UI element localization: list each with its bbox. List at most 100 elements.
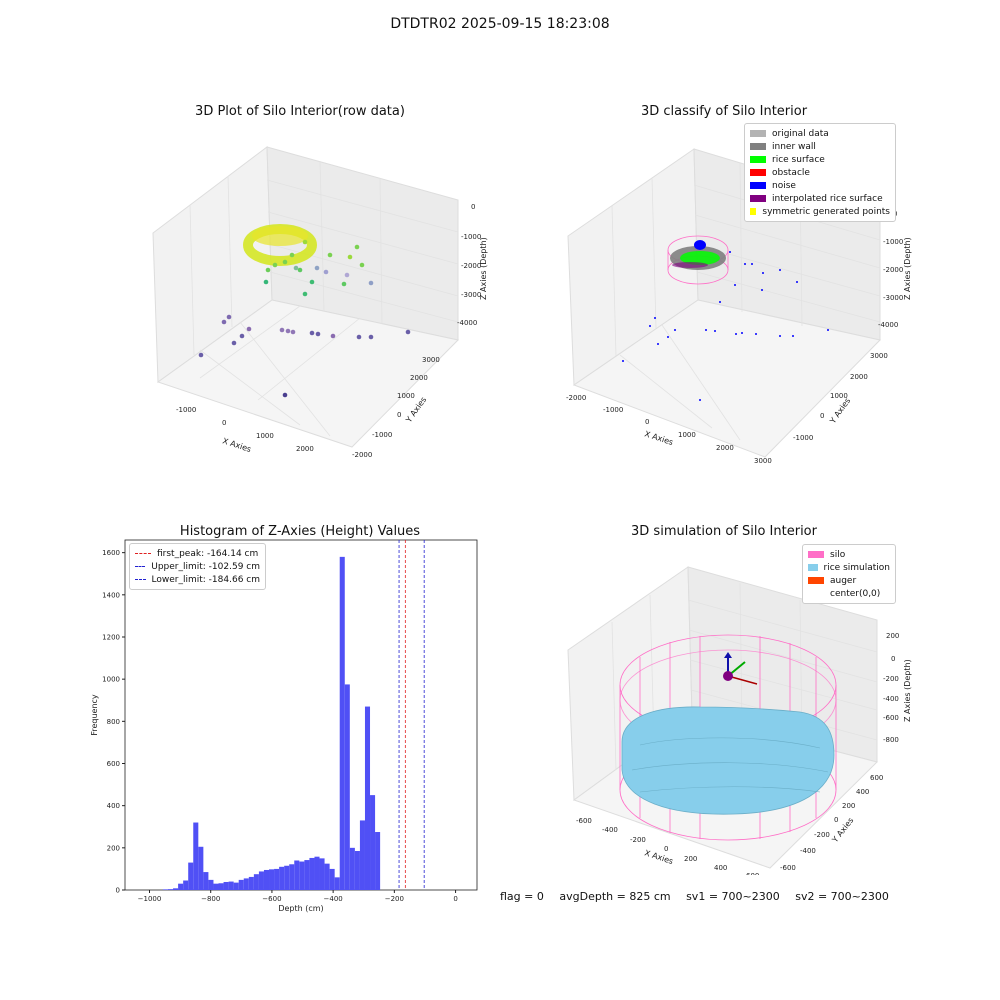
svg-text:-3000: -3000: [883, 294, 903, 302]
z-axis-label: Z Axies (Depth): [479, 237, 488, 300]
plot-frame: [124, 539, 478, 891]
svg-text:0: 0: [891, 655, 895, 663]
svg-text:0: 0: [820, 412, 824, 420]
histogram-bar: [294, 860, 300, 890]
histogram-bar: [359, 820, 365, 890]
legend-rice-surface: rice surface: [750, 153, 890, 166]
figure-title: DTDTR02 2025-09-15 18:23:08: [390, 16, 610, 32]
svg-text:-400: -400: [883, 695, 899, 703]
histogram-bar: [223, 881, 229, 890]
svg-text:-1000: -1000: [176, 406, 196, 414]
svg-text:-600: -600: [576, 817, 592, 825]
svg-text:-200: -200: [883, 675, 899, 683]
legend-original: original data: [750, 127, 890, 140]
histogram-legend: first_peak: -164.14 cm Upper_limit: -102…: [129, 543, 266, 590]
y-tick-label: 200: [107, 844, 120, 852]
grid-lines: [611, 162, 881, 441]
y-tick-label: 0: [116, 887, 120, 895]
y-tick-label: 1200: [102, 633, 120, 641]
simulation-legend: silo rice simulation auger center(0,0): [802, 544, 896, 604]
svg-text:-4000: -4000: [878, 321, 898, 329]
simulation-3d: -600 -400 -200 0 200 400 600 -600 -400 -…: [567, 566, 912, 875]
axes-panes: [152, 146, 459, 448]
x-axis-label: X Axies: [643, 429, 674, 447]
flag-text: flag = 0: [500, 890, 544, 903]
histogram-bar: [193, 822, 199, 890]
svg-text:400: 400: [714, 864, 727, 872]
tick-labels: -1000 0 1000 2000 -2000 -1000 0 1000 200…: [176, 203, 481, 459]
legend-obstacle: obstacle: [750, 166, 890, 179]
histogram-bar: [248, 876, 254, 890]
y-tick-label: 800: [107, 718, 120, 726]
histogram-bar: [162, 889, 169, 890]
histogram-bar: [274, 868, 280, 890]
histogram-bar: [279, 866, 285, 890]
rice-surface: [621, 706, 835, 815]
x-ticks: −1000 −800 −600 −400 −200 0: [138, 890, 458, 903]
x-axis-label: Depth (cm): [278, 904, 323, 913]
svg-text:400: 400: [856, 788, 869, 796]
histogram-bar: [339, 556, 345, 890]
svg-text:-1000: -1000: [883, 238, 903, 246]
panel1-title: 3D Plot of Silo Interior(row data): [195, 104, 405, 119]
histogram-bar: [319, 858, 325, 890]
histogram-bar: [188, 862, 194, 890]
histogram-bar: [258, 871, 264, 890]
panel4-title: 3D simulation of Silo Interior: [631, 524, 817, 539]
svg-text:-1000: -1000: [603, 406, 623, 414]
z-axis-label: Z Axies (Depth): [903, 659, 912, 722]
histogram-bar: [208, 879, 214, 890]
x-tick-label: −800: [201, 895, 220, 903]
histogram-bar: [233, 882, 239, 890]
histogram-bar: [243, 878, 249, 890]
svg-text:-600: -600: [780, 864, 796, 872]
y-tick-label: 600: [107, 760, 120, 768]
svg-text:0: 0: [471, 203, 475, 211]
histogram-bar: [213, 883, 219, 890]
histogram-bar: [178, 883, 184, 890]
raw-3d-scatter: -1000 0 1000 2000 -2000 -1000 0 1000 200…: [152, 146, 488, 459]
svg-text:-1000: -1000: [461, 233, 481, 241]
histogram-bar: [324, 863, 330, 890]
svg-text:0: 0: [664, 845, 668, 853]
svg-text:1000: 1000: [830, 392, 848, 400]
legend-interpolated: interpolated rice surface: [750, 192, 890, 205]
svg-text:0: 0: [645, 418, 649, 426]
svg-text:0: 0: [397, 411, 401, 419]
svg-text:0: 0: [834, 816, 838, 824]
svg-text:-2000: -2000: [461, 262, 481, 270]
legend-upper-limit: Upper_limit: -102.59 cm: [135, 560, 260, 573]
y-tick-label: 1600: [102, 549, 120, 557]
histogram-bar: [344, 684, 350, 890]
panel2-title: 3D classify of Silo Interior: [640, 104, 808, 119]
svg-text:1000: 1000: [678, 431, 696, 439]
histogram-bar: [253, 874, 259, 890]
histogram-bar: [309, 857, 315, 890]
avg-depth-text: avgDepth = 825 cm: [559, 890, 671, 903]
svg-text:3000: 3000: [754, 457, 772, 465]
svg-text:-400: -400: [602, 826, 618, 834]
svg-text:2000: 2000: [716, 444, 734, 452]
legend-symmetric: symmetric generated points: [750, 205, 890, 218]
x-tick-label: −400: [324, 895, 343, 903]
reference-lines: [398, 540, 425, 890]
svg-text:600: 600: [746, 872, 759, 875]
stats-footer: flag = 0 avgDepth = 825 cm sv1 = 700~230…: [500, 890, 920, 903]
svg-text:200: 200: [684, 855, 697, 863]
histogram-bar: [314, 856, 320, 890]
svg-text:-200: -200: [814, 831, 830, 839]
legend-rice-simulation: rice simulation: [808, 561, 890, 574]
histogram-bar: [370, 795, 376, 890]
legend-auger: auger: [808, 574, 890, 587]
histogram-bar: [168, 889, 174, 890]
tick-labels: -600 -400 -200 0 200 400 600 -600 -400 -…: [576, 632, 899, 875]
histogram-bar: [375, 832, 381, 890]
legend-center: center(0,0): [830, 588, 881, 599]
svg-text:-2000: -2000: [352, 451, 372, 459]
x-axis-label: X Axies: [643, 848, 674, 866]
histogram-bar: [364, 706, 371, 890]
histogram-bar: [183, 880, 189, 890]
svg-text:3000: 3000: [870, 352, 888, 360]
svg-text:600: 600: [870, 774, 883, 782]
rice-ring: [243, 224, 317, 266]
